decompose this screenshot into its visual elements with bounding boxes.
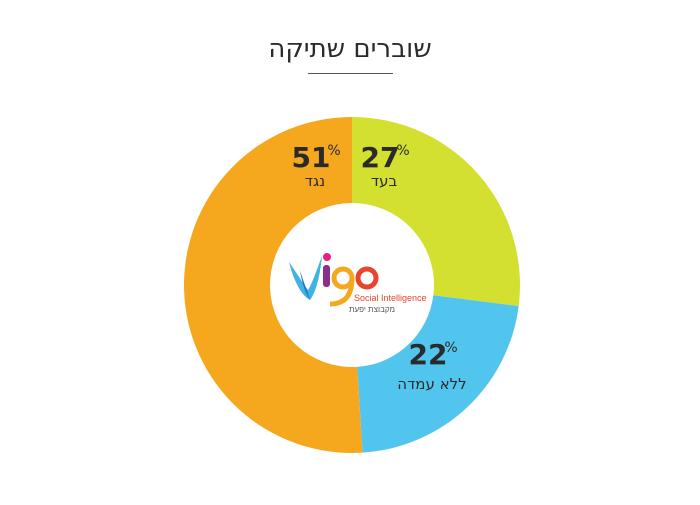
logo-v-accent-icon <box>300 270 310 300</box>
title-underline <box>308 73 393 74</box>
logo-v-icon <box>289 256 322 300</box>
slice-value-label: 22 <box>409 338 448 371</box>
pie-slice <box>357 295 519 453</box>
slice-category-label: בעד <box>371 172 398 190</box>
pie-slice <box>352 117 521 307</box>
slice-category-label: ללא עמדה <box>397 375 466 393</box>
logo-i-dot-icon <box>323 253 331 261</box>
percent-sign: % <box>444 340 457 356</box>
logo-tagline: Social Intelligence <box>354 293 427 303</box>
logo-o-icon <box>355 266 379 290</box>
percent-sign: % <box>396 143 409 159</box>
slice-value-label: 27 <box>361 141 400 174</box>
slice-category-label: נגד <box>305 172 325 190</box>
percent-sign: % <box>327 143 340 159</box>
pie-slice <box>184 117 363 453</box>
slice-value-label: 51 <box>292 141 331 174</box>
logo: Social Intelligence מקבוצת יפעת <box>289 253 427 314</box>
slices-group <box>184 117 521 453</box>
chart-title: שוברים שתיקה <box>268 34 432 64</box>
logo-g-tail-icon <box>329 277 355 307</box>
logo-i-stem-icon <box>323 265 330 287</box>
logo-subtitle: מקבוצת יפעת <box>349 305 395 314</box>
